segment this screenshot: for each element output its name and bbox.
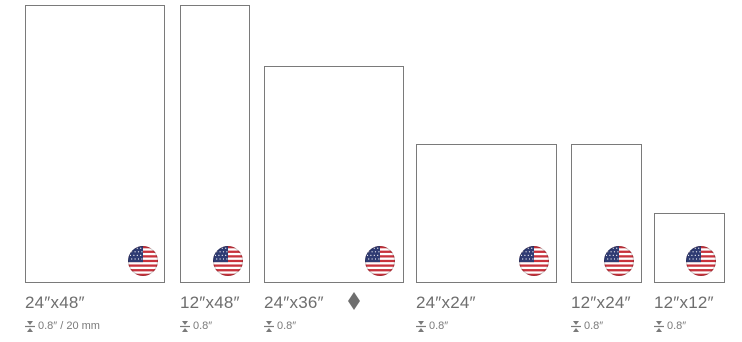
size-label-24x36: 24″x36″ [264,293,324,312]
panel-12x48 [180,5,250,283]
panel-24x48 [25,5,165,283]
thickness-icon [180,321,190,332]
thickness-icon [654,321,664,332]
thickness-value: 0.8″ [584,320,604,332]
thickness-icon [264,321,274,332]
thickness-12x24: 0.8″ [571,320,603,333]
size-label-24x24: 24″x24″ [416,293,476,312]
thickness-24x36: 0.8″ [264,320,296,333]
size-label-24x48: 24″x48″ [25,293,85,312]
us-flag-icon [686,246,716,276]
thickness-value: 0.8″ [193,320,213,332]
us-flag-icon [128,246,158,276]
size-label-12x24: 12″x24″ [571,293,631,312]
size-label-12x48: 12″x48″ [180,293,240,312]
thickness-icon [571,321,581,332]
thickness-24x48: 0.8″ / 20 mm [25,320,100,333]
panel-24x36 [264,66,404,283]
thickness-24x24: 0.8″ [416,320,448,333]
panel-24x24 [416,144,557,283]
us-flag-icon [365,246,395,276]
thickness-icon [25,321,35,332]
size-label-12x12: 12″x12″ [654,293,714,312]
thickness-value: 0.8″ [667,320,687,332]
panel-12x24 [571,144,642,283]
thickness-icon [416,321,426,332]
thickness-12x12: 0.8″ [654,320,686,333]
thickness-value: 0.8″ / 20 mm [38,320,100,332]
diamond-icon [348,292,360,310]
thickness-12x48: 0.8″ [180,320,212,333]
thickness-value: 0.8″ [277,320,297,332]
us-flag-icon [604,246,634,276]
us-flag-icon [519,246,549,276]
us-flag-icon [213,246,243,276]
thickness-value: 0.8″ [429,320,449,332]
panel-12x12 [654,213,725,283]
